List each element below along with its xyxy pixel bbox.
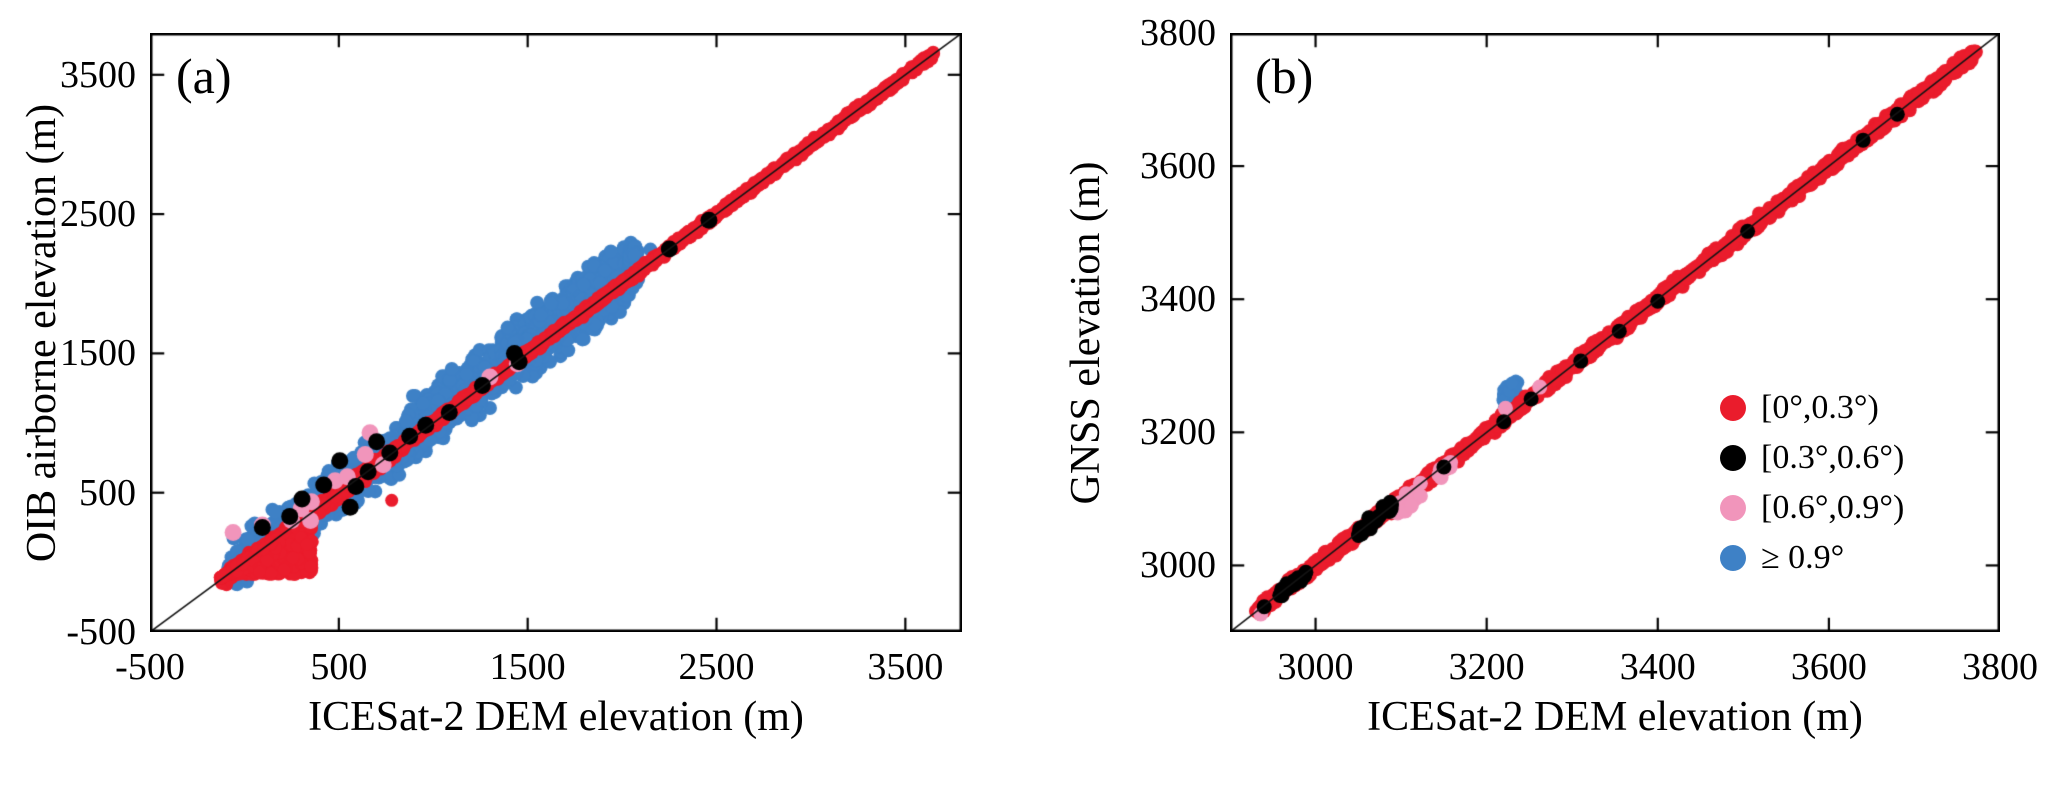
legend-item-label: ≥ 0.9° [1761, 539, 1845, 576]
plot-area-a [150, 33, 962, 632]
x-tick-label: 500 [310, 646, 368, 688]
plot-area-b [1230, 33, 2000, 632]
y-tick-label: 3200 [1140, 411, 1216, 454]
x-tick-label: 3200 [1448, 646, 1525, 688]
panel-label-b: (b) [1255, 48, 1314, 104]
legend-marker-icon [1720, 395, 1746, 421]
x-tick-label: 1500 [489, 646, 566, 688]
legend-item-0.6-0.9deg: [0.6°,0.9°) [1720, 490, 1904, 526]
legend-marker-icon [1720, 545, 1746, 571]
y-tick-label: 3400 [1140, 278, 1216, 321]
x-tick-label: 3600 [1790, 646, 1867, 688]
x-tick-label: 3800 [1962, 646, 2038, 688]
legend-item-label: [0°,0.3°) [1761, 389, 1879, 426]
y-tick-label: 1500 [60, 332, 136, 375]
y-tick-label: 2500 [60, 193, 136, 236]
y-tick-label: 3800 [1140, 12, 1216, 54]
legend-item-label: [0.3°,0.6°) [1761, 439, 1905, 476]
panel-label-a: (a) [176, 48, 232, 104]
x-tick-label: 2500 [678, 646, 755, 688]
legend-marker-icon [1720, 495, 1746, 521]
legend-marker-icon [1720, 445, 1746, 471]
x-tick-label: 3400 [1619, 646, 1696, 688]
y-tick-label: 3000 [1140, 544, 1216, 587]
slope-legend: [0°,0.3°) [0.3°,0.6°) [0.6°,0.9°) ≥ 0.9° [1720, 390, 1904, 576]
x-axis-label-a: ICESat-2 DEM elevation (m) [308, 694, 804, 740]
x-tick-label: 3000 [1277, 646, 1354, 688]
x-tick-label: -500 [115, 646, 185, 688]
legend-item-0-0.3deg: [0°,0.3°) [1720, 390, 1904, 426]
legend-item-ge-0.9deg: ≥ 0.9° [1720, 540, 1904, 576]
y-tick-label: 500 [79, 471, 136, 514]
legend-item-0.3-0.6deg: [0.3°,0.6°) [1720, 440, 1904, 476]
y-tick-label: 3500 [60, 53, 136, 96]
y-axis-label-b: GNSS elevation (m) [1063, 161, 1109, 504]
legend-item-label: [0.6°,0.9°) [1761, 489, 1905, 526]
x-axis-label-b: ICESat-2 DEM elevation (m) [1367, 694, 1863, 740]
x-tick-label: 3500 [867, 646, 944, 688]
y-tick-label: 3600 [1140, 145, 1216, 188]
y-tick-label: -500 [66, 611, 136, 653]
